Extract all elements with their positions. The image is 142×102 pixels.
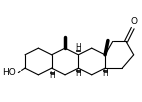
Text: H: H (76, 69, 81, 79)
Text: H: H (102, 69, 108, 79)
Text: H: H (49, 71, 55, 80)
Text: HO: HO (2, 68, 16, 77)
Text: H: H (76, 43, 81, 52)
Text: O: O (130, 17, 138, 26)
